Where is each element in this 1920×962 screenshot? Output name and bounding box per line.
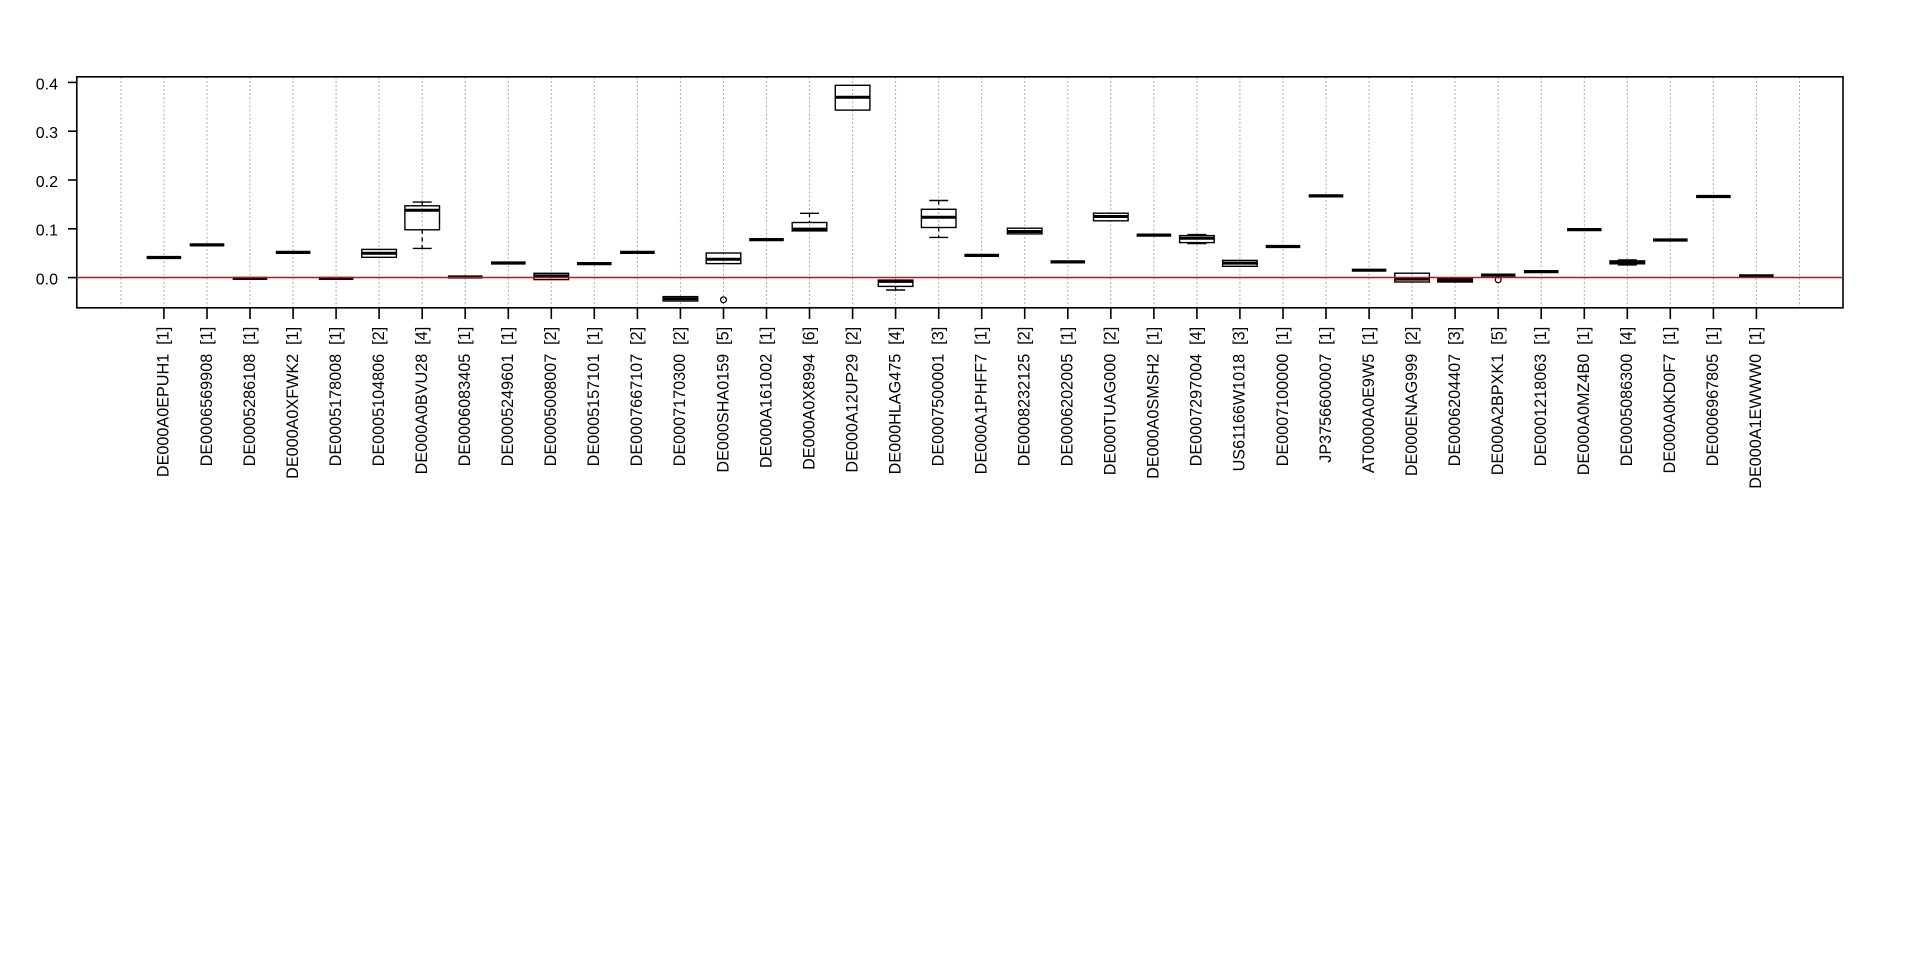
svg-text:0.3: 0.3 <box>36 125 58 142</box>
svg-text:DE0005157101 [1]: DE0005157101 [1] <box>585 327 603 467</box>
svg-text:DE0005249601 [1]: DE0005249601 [1] <box>499 327 517 467</box>
svg-text:DE000A0X8994 [6]: DE000A0X8994 [6] <box>800 327 818 470</box>
svg-text:DE000A0SMSH2 [1]: DE000A0SMSH2 [1] <box>1145 327 1163 479</box>
svg-text:DE0008232125 [2]: DE0008232125 [2] <box>1016 327 1034 467</box>
svg-text:DE000A1EWWW0 [1]: DE000A1EWWW0 [1] <box>1747 327 1765 489</box>
svg-text:DE000A0XFWK2 [1]: DE000A0XFWK2 [1] <box>284 327 302 479</box>
svg-text:DE0006204407 [3]: DE0006204407 [3] <box>1446 327 1464 467</box>
svg-text:DE0005008007 [2]: DE0005008007 [2] <box>542 327 560 467</box>
svg-text:DE000A0EPUH1 [1]: DE000A0EPUH1 [1] <box>155 327 173 477</box>
svg-text:DE000A0KD0F7 [1]: DE000A0KD0F7 [1] <box>1661 327 1679 474</box>
svg-text:DE000A161002 [1]: DE000A161002 [1] <box>757 327 775 468</box>
svg-text:DE0005104806 [2]: DE0005104806 [2] <box>370 327 388 467</box>
svg-text:DE0007667107 [2]: DE0007667107 [2] <box>628 327 646 467</box>
svg-text:DE0005178008 [1]: DE0005178008 [1] <box>327 327 345 467</box>
svg-text:DE0006202005 [1]: DE0006202005 [1] <box>1059 327 1077 467</box>
svg-text:DE0006083405 [1]: DE0006083405 [1] <box>456 327 474 467</box>
svg-text:DE000A12UP29 [2]: DE000A12UP29 [2] <box>843 327 861 473</box>
svg-text:DE0005286108 [1]: DE0005286108 [1] <box>241 327 259 467</box>
svg-text:US61166W1018 [3]: US61166W1018 [3] <box>1231 327 1249 472</box>
svg-text:DE0006967805 [1]: DE0006967805 [1] <box>1704 327 1722 467</box>
svg-text:0.2: 0.2 <box>36 174 58 191</box>
svg-text:0.1: 0.1 <box>36 223 58 240</box>
svg-text:DE000ENAG999 [2]: DE000ENAG999 [2] <box>1403 327 1421 476</box>
svg-text:DE000A0MZ4B0 [1]: DE000A0MZ4B0 [1] <box>1575 327 1593 475</box>
svg-text:DE000HLAG475 [4]: DE000HLAG475 [4] <box>886 327 904 475</box>
svg-text:DE000TUAG000 [2]: DE000TUAG000 [2] <box>1102 327 1120 475</box>
svg-text:DE000A2BPXK1 [5]: DE000A2BPXK1 [5] <box>1489 327 1507 475</box>
svg-text:DE0005086300 [4]: DE0005086300 [4] <box>1618 327 1636 467</box>
svg-text:JP3756600007 [1]: JP3756600007 [1] <box>1317 327 1335 463</box>
svg-text:DE0007500001 [3]: DE0007500001 [3] <box>930 327 948 467</box>
svg-text:DE0001218063 [1]: DE0001218063 [1] <box>1532 327 1550 467</box>
svg-text:DE000SHA0159 [5]: DE000SHA0159 [5] <box>714 327 732 473</box>
svg-text:DE0007297004 [4]: DE0007297004 [4] <box>1188 327 1206 467</box>
svg-text:0.0: 0.0 <box>36 272 58 289</box>
svg-text:0.4: 0.4 <box>36 76 58 93</box>
svg-text:DE0007170300 [2]: DE0007170300 [2] <box>671 327 689 467</box>
svg-text:DE0006569908 [1]: DE0006569908 [1] <box>198 327 216 467</box>
svg-text:DE000A1PHFF7 [1]: DE000A1PHFF7 [1] <box>973 327 991 475</box>
svg-text:DE0007100000 [1]: DE0007100000 [1] <box>1274 327 1292 467</box>
svg-text:DE000A0BVU28 [4]: DE000A0BVU28 [4] <box>413 327 431 475</box>
svg-text:AT0000A0E9W5 [1]: AT0000A0E9W5 [1] <box>1360 327 1378 473</box>
